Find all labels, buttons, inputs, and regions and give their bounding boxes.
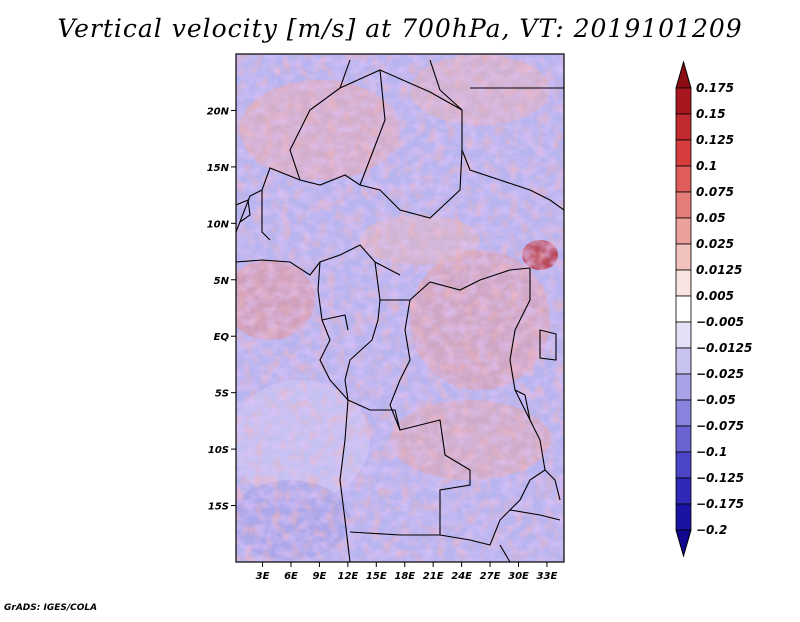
lat-tick-label: EQ <box>214 332 230 343</box>
grads-credit: GrADS: IGES/COLA <box>4 603 98 613</box>
colorbar-bin <box>675 113 692 141</box>
colorbar-bin <box>675 269 692 297</box>
colorbar-bin <box>675 139 692 167</box>
colorbar-bin <box>675 503 692 531</box>
colorbar-top-triangle <box>675 60 692 89</box>
colorbar-bin <box>675 295 692 323</box>
colorbar-bin <box>675 373 692 401</box>
lon-tick-label: 33E <box>537 571 558 582</box>
colorbar-label: −0.125 <box>696 471 744 485</box>
country-borders <box>236 59 564 562</box>
lon-tick-label: 6E <box>284 571 298 582</box>
lat-tick-label: 20N <box>207 106 230 117</box>
colorbar-label: −0.1 <box>696 445 727 459</box>
colorbar-label: −0.0125 <box>696 341 752 355</box>
colorbar-label: 0.175 <box>696 81 734 95</box>
colorbar: 0.175 0.15 0.125 0.1 0.075 0.05 0.025 0.0125 0.0… <box>675 60 752 558</box>
lon-tick-label: 30E <box>508 571 529 582</box>
colorbar-bin <box>675 191 692 219</box>
lat-tick-label: 5S <box>215 389 229 400</box>
colorbar-label: 0.0125 <box>696 263 742 277</box>
lon-tick-label: 15E <box>366 571 387 582</box>
colorbar-label: −0.075 <box>696 419 744 433</box>
lon-tick-label: 18E <box>394 571 415 582</box>
lon-tick-label: 3E <box>256 571 270 582</box>
lat-tick-label: 5N <box>214 276 230 287</box>
plot-frame <box>235 53 565 563</box>
lon-tick-label: 27E <box>480 571 501 582</box>
colorbar-bin <box>675 399 692 427</box>
colorbar-label: 0.125 <box>696 133 734 147</box>
lon-tick-label: 9E <box>313 571 327 582</box>
lat-tick-label: 10S <box>208 445 229 456</box>
colorbar-label: 0.025 <box>696 237 734 251</box>
colorbar-bin <box>675 425 692 453</box>
velocity-field <box>236 54 564 562</box>
lat-tick-label: 10N <box>207 219 230 230</box>
colorbar-bin <box>675 321 692 349</box>
lon-tick-label: 12E <box>337 571 358 582</box>
colorbar-bin <box>675 243 692 271</box>
colorbar-label: 0.005 <box>696 289 734 303</box>
colorbar-bin <box>675 217 692 245</box>
colorbar-label: −0.005 <box>696 315 744 329</box>
colorbar-bin <box>675 87 692 115</box>
lat-tick-label: 15S <box>208 502 229 513</box>
colorbar-label: −0.175 <box>696 497 744 511</box>
latitude-axis: 20N 15N 10N 5N EQ 5S 10S 15S <box>207 106 236 513</box>
longitude-axis: 3E 6E 9E 12E 15E 18E 21E 24E 27E 30E 33E <box>256 562 558 582</box>
colorbar-label: −0.05 <box>696 393 736 407</box>
colorbar-bottom-triangle <box>675 529 692 558</box>
colorbar-label: −0.025 <box>696 367 744 381</box>
colorbar-bin <box>675 347 692 375</box>
lon-tick-label: 21E <box>423 571 444 582</box>
colorbar-label: 0.15 <box>696 107 726 121</box>
colorbar-bin <box>675 451 692 479</box>
lat-tick-label: 15N <box>207 163 230 174</box>
chart-title: Vertical velocity [m/s] at 700hPa, VT: 2… <box>57 14 743 43</box>
colorbar-label: 0.075 <box>696 185 734 199</box>
colorbar-label: −0.2 <box>696 523 727 537</box>
colorbar-label: 0.1 <box>696 159 717 173</box>
colorbar-label: 0.05 <box>696 211 726 225</box>
colorbar-bin <box>675 477 692 505</box>
colorbar-bin <box>675 165 692 193</box>
lon-tick-label: 24E <box>451 571 472 582</box>
